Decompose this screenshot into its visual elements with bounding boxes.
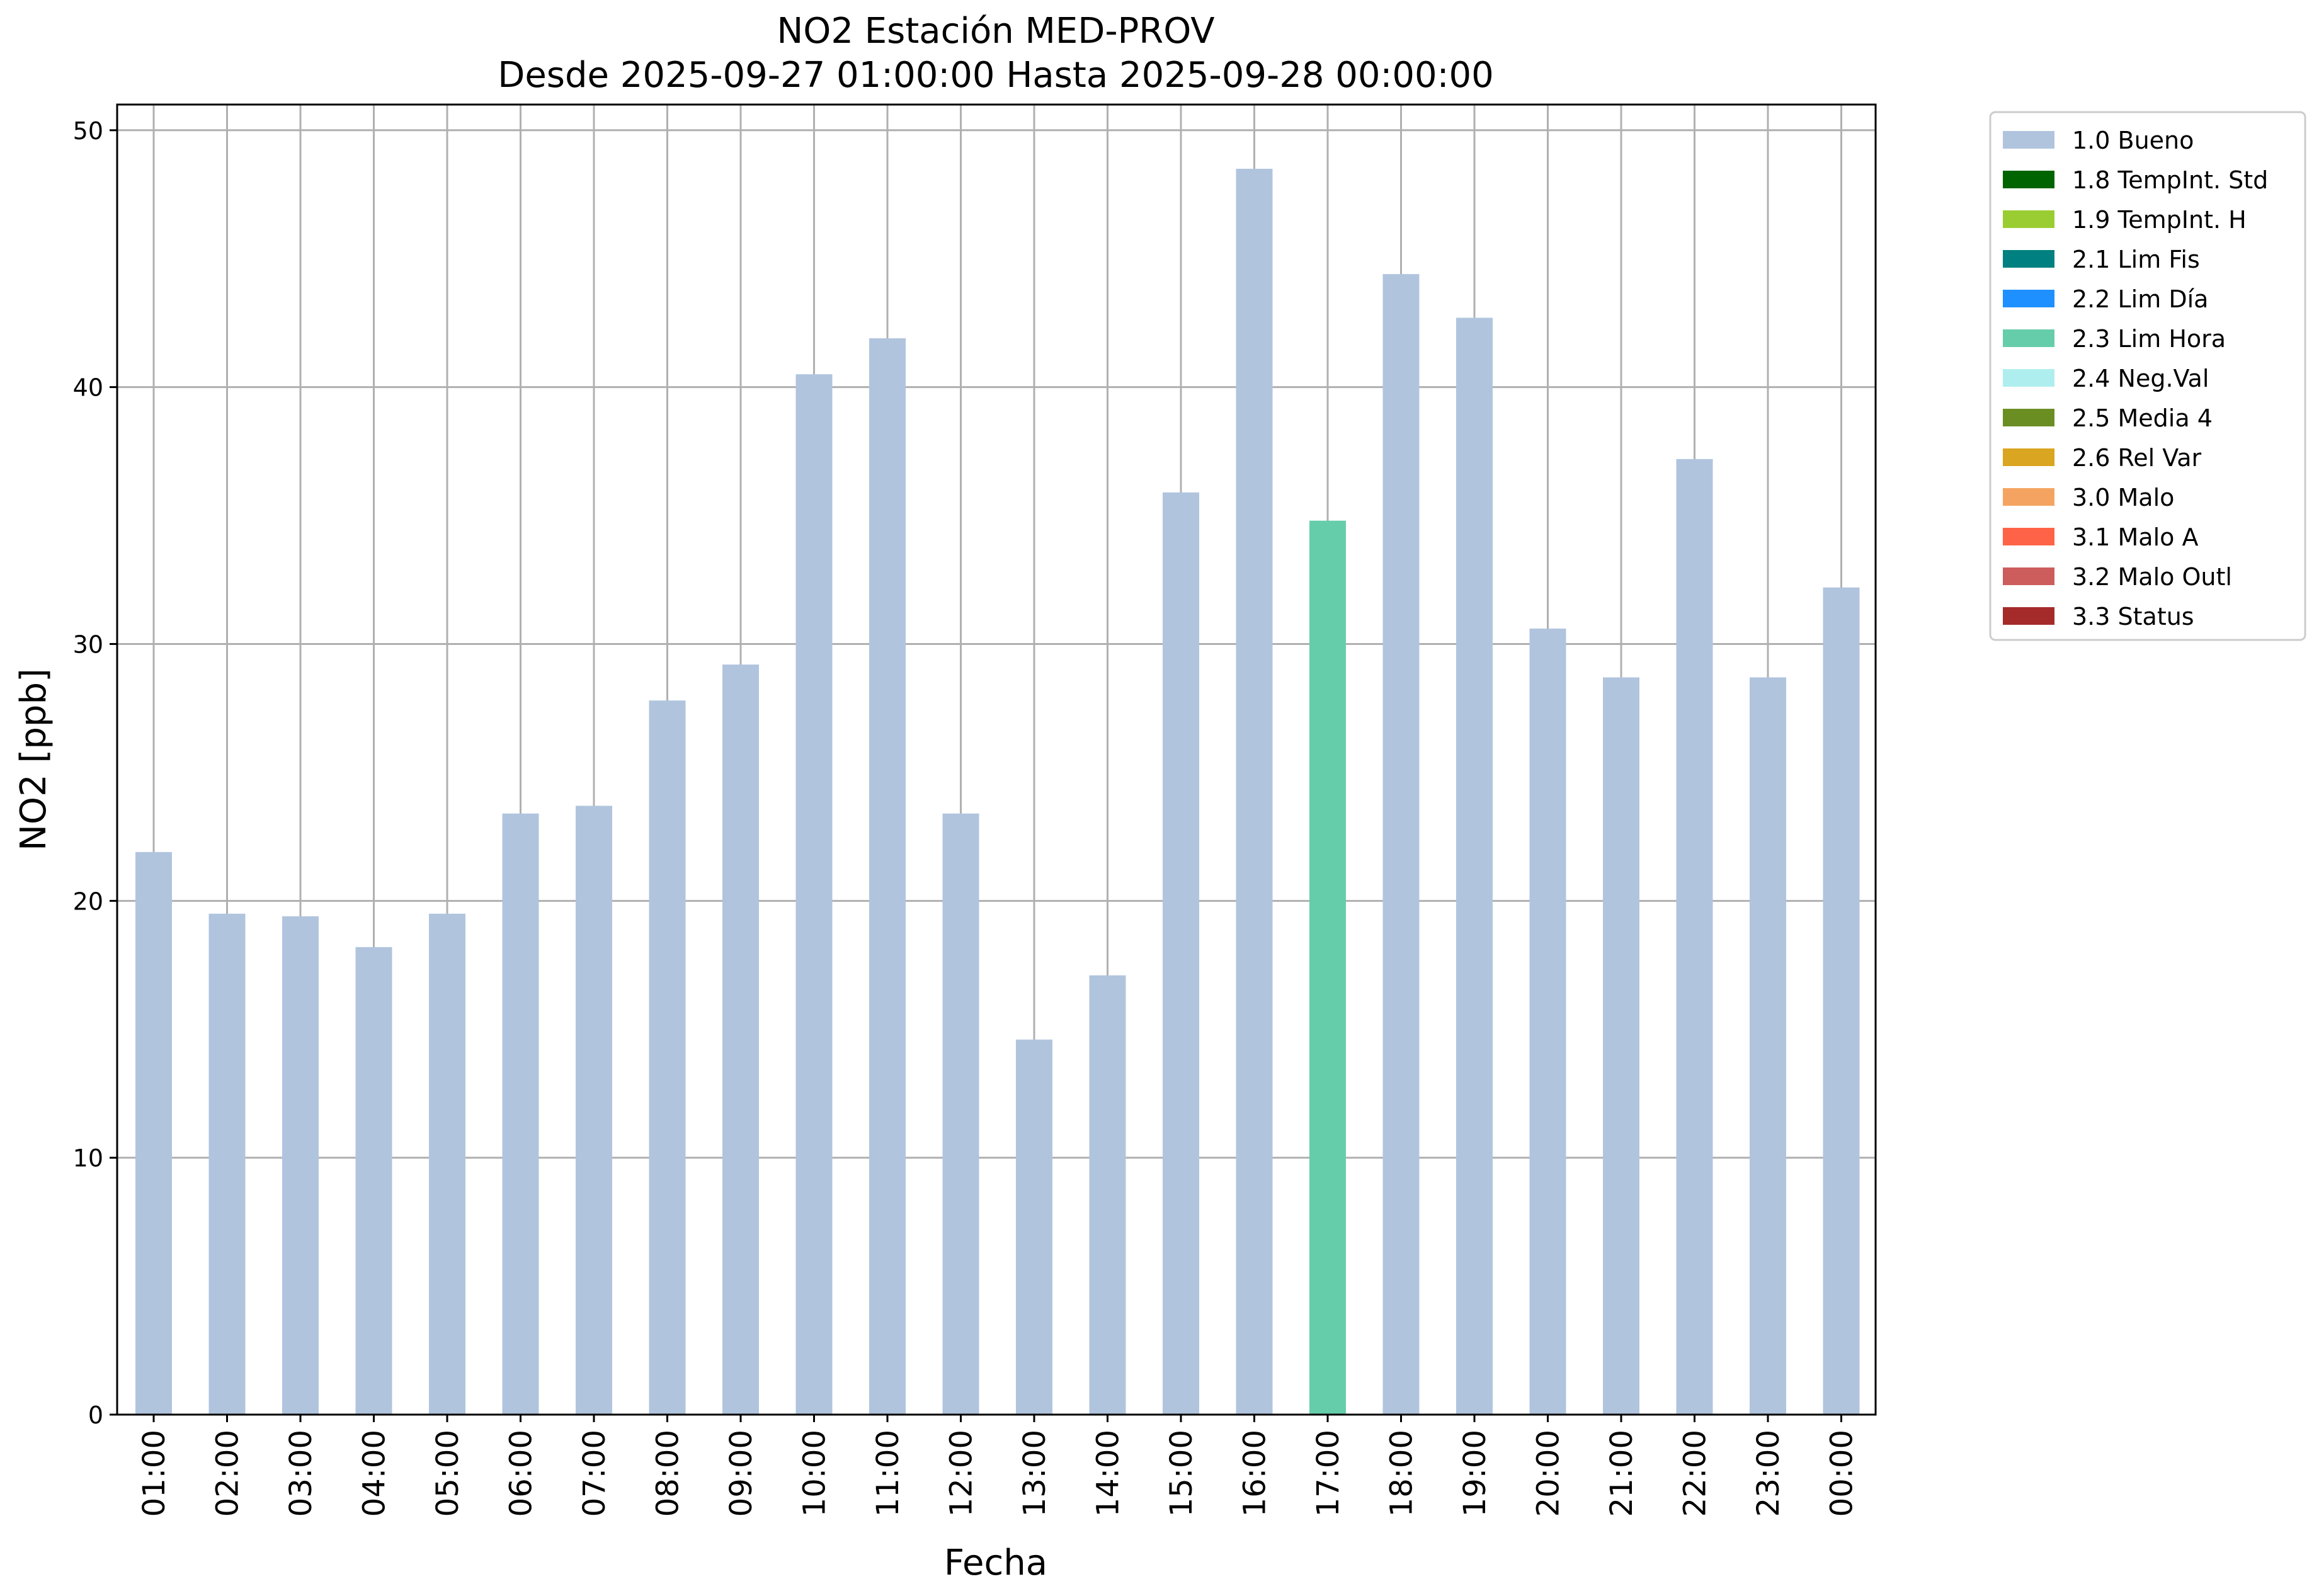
legend-swatch (2003, 131, 2054, 149)
x-tick-label: 00:00 (1825, 1430, 1860, 1517)
legend-swatch (2003, 409, 2054, 426)
legend-label: 2.5 Media 4 (2072, 404, 2213, 432)
bar (1382, 274, 1420, 1415)
x-tick-label: 18:00 (1384, 1430, 1420, 1517)
x-tick-label: 08:00 (651, 1430, 686, 1517)
x-tick-label: 23:00 (1751, 1430, 1786, 1517)
bar (942, 813, 979, 1415)
legend-label: 3.0 Malo (2072, 484, 2174, 511)
x-tick-label: 20:00 (1531, 1430, 1566, 1517)
x-tick-label: 10:00 (797, 1430, 833, 1517)
x-axis-label: Fecha (944, 1542, 1047, 1583)
legend-label: 1.8 TempInt. Std (2072, 166, 2268, 194)
bar (1750, 677, 1786, 1415)
y-tick-label: 0 (88, 1401, 103, 1429)
legend-label: 3.3 Status (2072, 603, 2194, 630)
bar (282, 916, 319, 1415)
bar (1163, 492, 1199, 1415)
x-tick-label: 22:00 (1678, 1430, 1713, 1517)
bar (869, 338, 906, 1415)
legend-label: 2.4 Neg.Val (2072, 365, 2209, 392)
bar (1529, 629, 1566, 1415)
x-tick-label: 11:00 (870, 1430, 906, 1517)
plot-frame (116, 103, 1877, 1416)
bar (502, 813, 539, 1415)
y-tick-label: 20 (73, 887, 103, 915)
legend-label: 1.9 TempInt. H (2072, 206, 2247, 234)
x-tick-label: 06:00 (504, 1430, 539, 1517)
legend-swatch (2003, 488, 2054, 506)
bar (1456, 317, 1493, 1415)
x-tick-label: 12:00 (944, 1430, 979, 1517)
bar (1236, 168, 1273, 1415)
bar (649, 700, 686, 1415)
legend-swatch (2003, 210, 2054, 228)
bar (355, 947, 392, 1415)
x-tick-label: 04:00 (357, 1430, 392, 1517)
bar (429, 913, 465, 1415)
bar (1603, 677, 1639, 1415)
y-tick-label: 10 (73, 1144, 103, 1172)
x-tick-label: 09:00 (724, 1430, 759, 1517)
legend-swatch (2003, 329, 2054, 347)
y-axis-label: NO2 [ppb] (13, 668, 54, 851)
legend-label: 2.6 Rel Var (2072, 444, 2202, 472)
legend-frame (1989, 111, 2306, 641)
x-tick-label: 01:00 (137, 1430, 172, 1517)
x-tick-label: 19:00 (1457, 1430, 1493, 1517)
x-tick-label: 07:00 (577, 1430, 612, 1517)
bar (1016, 1039, 1052, 1415)
legend-swatch (2003, 171, 2054, 188)
x-tick-label: 02:00 (210, 1430, 246, 1517)
bar (722, 664, 759, 1415)
x-tick-label: 17:00 (1311, 1430, 1346, 1517)
legend-swatch (2003, 607, 2054, 625)
bar (1823, 587, 1860, 1415)
x-tick-label: 13:00 (1017, 1430, 1052, 1517)
legend-label: 2.3 Lim Hora (2072, 325, 2226, 353)
legend-swatch (2003, 448, 2054, 466)
legend-label: 2.1 Lim Fis (2072, 246, 2200, 273)
y-tick-label: 30 (73, 630, 103, 658)
x-tick-label: 05:00 (430, 1430, 465, 1517)
x-tick-label: 14:00 (1091, 1430, 1126, 1517)
legend-label: 1.0 Bueno (2072, 127, 2194, 154)
bar (1309, 520, 1346, 1415)
chart-subtitle: Desde 2025-09-27 01:00:00 Hasta 2025-09-… (498, 55, 1494, 96)
bars (135, 168, 1860, 1415)
bar (576, 806, 612, 1415)
bar (135, 852, 172, 1415)
legend-label: 3.1 Malo A (2072, 523, 2198, 551)
x-tick-label: 16:00 (1238, 1430, 1273, 1517)
x-tick-label: 21:00 (1604, 1430, 1639, 1517)
legend-label: 3.2 Malo Outl (2072, 563, 2232, 591)
legend-swatch (2003, 250, 2054, 268)
legend-swatch (2003, 567, 2054, 585)
chart-title: NO2 Estación MED-PROV (777, 11, 1214, 52)
y-tick-label: 50 (73, 117, 103, 145)
bar (1676, 459, 1713, 1415)
legend-swatch (2003, 290, 2054, 307)
legend-swatch (2003, 528, 2054, 545)
bar (795, 374, 833, 1415)
legend-label: 2.2 Lim Día (2072, 285, 2208, 313)
x-tick-label: 03:00 (283, 1430, 319, 1517)
axis-ticks: 0 10 20 30 40 50 01:00 02:00 03:00 04:00 05:00 06:0… (73, 117, 1860, 1517)
legend-swatch (2003, 369, 2054, 387)
legend: 1.0 Bueno 1.8 TempInt. Std 1.9 TempInt. H 2… (1989, 111, 2306, 641)
y-tick-label: 40 (73, 374, 103, 402)
legend-entries: 1.0 Bueno 1.8 TempInt. Std 1.9 TempInt. H 2… (2003, 127, 2268, 630)
bar (208, 913, 246, 1415)
x-tick-label: 15:00 (1164, 1430, 1199, 1517)
bar (1089, 975, 1126, 1415)
